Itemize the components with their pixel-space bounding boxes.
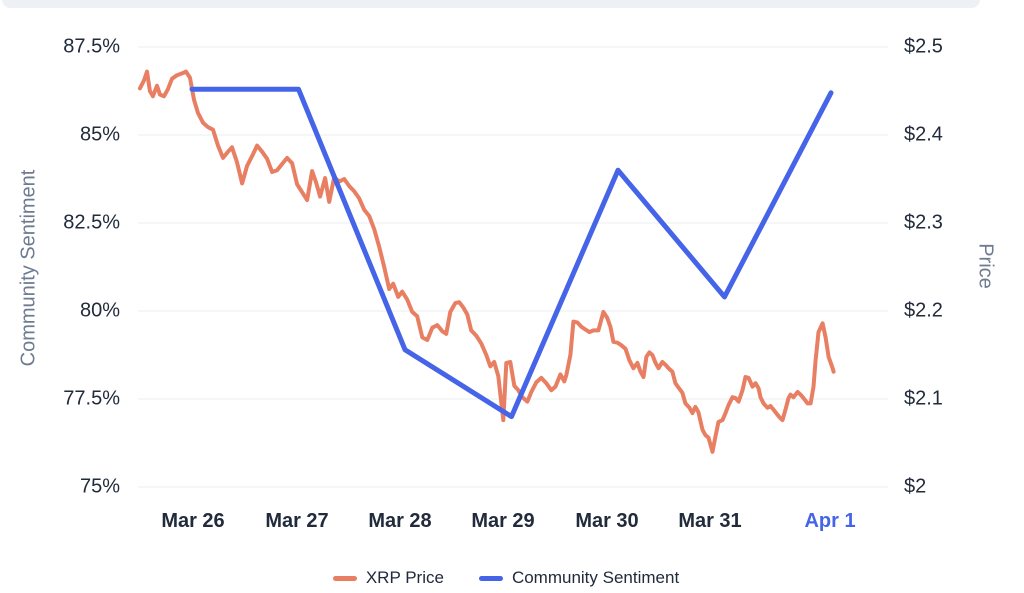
community-sentiment-swatch-icon xyxy=(478,575,503,581)
xrp-price-swatch-icon xyxy=(332,575,357,581)
y-tick-left: 77.5% xyxy=(63,387,120,410)
legend-label: XRP Price xyxy=(365,568,444,587)
x-tick-mar-26: Mar 26 xyxy=(161,510,225,532)
legend-item-community-sentiment[interactable]: Community Sentiment xyxy=(478,568,680,588)
y-tick-left: 80% xyxy=(79,299,120,322)
y-tick-right: $2.4 xyxy=(904,123,943,146)
top-banner-edge xyxy=(2,0,980,8)
community-sentiment-line[interactable] xyxy=(189,86,834,420)
y-tick-left: 82.5% xyxy=(63,211,120,234)
legend-item-xrp-price[interactable]: XRP Price xyxy=(332,568,444,588)
left-axis-title: Community Sentiment xyxy=(17,169,40,367)
x-tick-mar-29: Mar 29 xyxy=(471,510,535,532)
x-tick-mar-31: Mar 31 xyxy=(678,510,742,532)
y-tick-left: 87.5% xyxy=(63,35,120,58)
right-axis-title: Price xyxy=(974,243,997,289)
x-tick-mar-27: Mar 27 xyxy=(265,510,329,532)
x-tick-mar-28: Mar 28 xyxy=(368,510,432,532)
y-tick-right: $2.5 xyxy=(904,35,943,58)
y-tick-right: $2.2 xyxy=(904,299,943,322)
y-tick-right: $2 xyxy=(904,475,927,498)
x-tick-mar-30: Mar 30 xyxy=(575,510,639,532)
chart-legend: XRP Price Community Sentiment xyxy=(0,568,1012,588)
gridlines xyxy=(138,46,888,488)
xrp-price-line[interactable] xyxy=(137,69,836,454)
y-tick-left: 75% xyxy=(79,475,120,498)
y-tick-right: $2.1 xyxy=(904,387,943,410)
x-tick-apr-1: Apr 1 xyxy=(804,510,856,532)
legend-label: Community Sentiment xyxy=(511,568,680,587)
y-tick-left: 85% xyxy=(79,123,120,146)
y-tick-right: $2.3 xyxy=(904,211,943,234)
